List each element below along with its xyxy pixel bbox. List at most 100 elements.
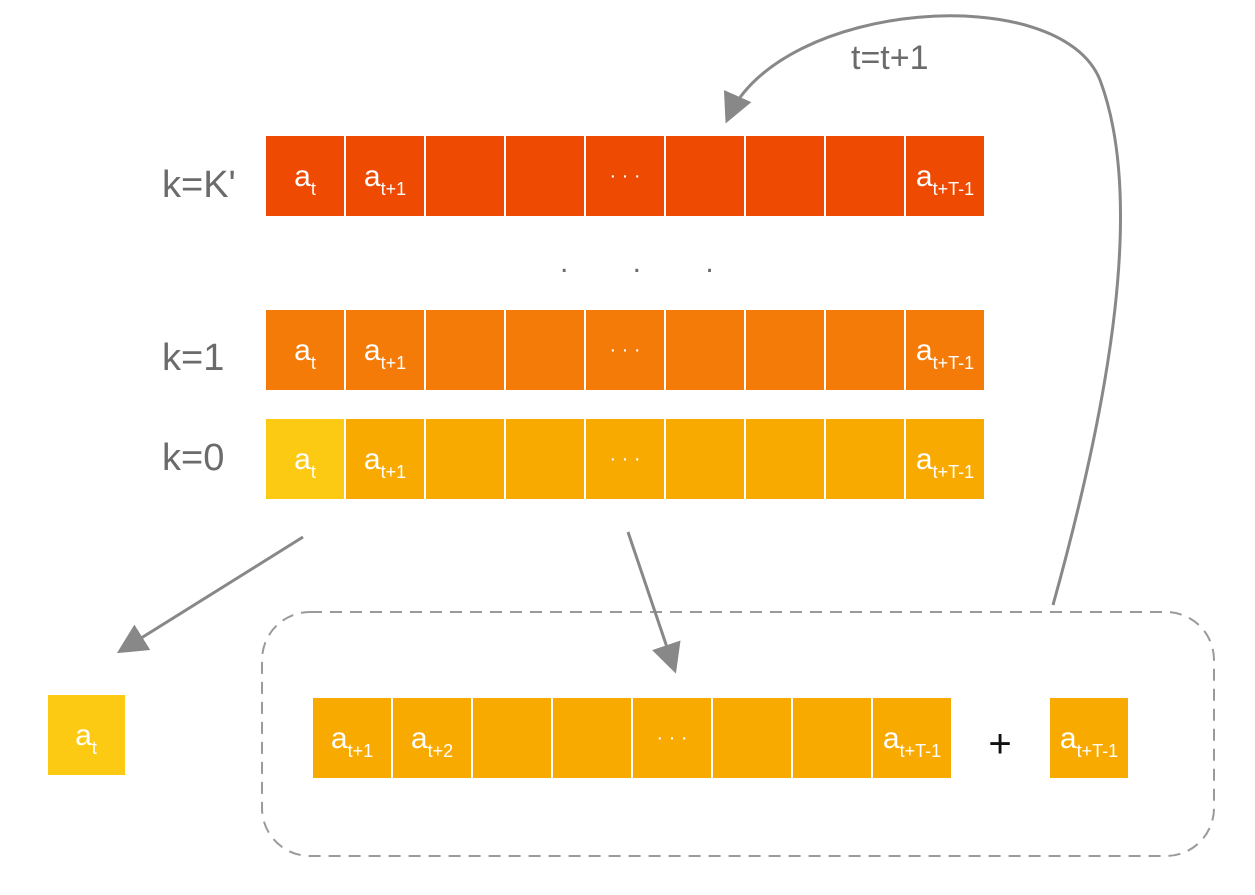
cell-base-text: a bbox=[294, 443, 311, 476]
action-cell bbox=[746, 419, 824, 499]
action-cell bbox=[826, 310, 904, 390]
cell-subscript-text: t+T-1 bbox=[1077, 741, 1119, 761]
executed-action-label: at bbox=[75, 719, 97, 758]
cell-subscript-text: t+T-1 bbox=[933, 179, 975, 199]
action-cell bbox=[746, 136, 824, 216]
cell-label: at+T-1 bbox=[916, 334, 974, 373]
action-cell bbox=[266, 419, 344, 499]
cell-label: at+T-1 bbox=[916, 160, 974, 199]
shifted-cell bbox=[553, 698, 631, 778]
cell-label: at bbox=[294, 160, 316, 199]
action-cell bbox=[346, 136, 424, 216]
cell-subscript-text: t+1 bbox=[381, 462, 407, 482]
loop-label: t=t+1 bbox=[851, 39, 929, 77]
cell-label: at+1 bbox=[364, 334, 406, 373]
cell-label: at+1 bbox=[364, 443, 406, 482]
action-cell bbox=[666, 136, 744, 216]
plus-sign: + bbox=[988, 722, 1011, 766]
cell-label: · · · bbox=[609, 448, 640, 470]
cell-label: at bbox=[294, 443, 316, 482]
cell-label: at+1 bbox=[364, 160, 406, 199]
dashed-group-border bbox=[261, 611, 1215, 857]
cell-base-text: a bbox=[294, 160, 311, 193]
cell-base-text: a bbox=[364, 160, 381, 193]
cell-subscript-text: t bbox=[311, 462, 316, 482]
cell-base-text: a bbox=[331, 722, 348, 755]
action-cell bbox=[666, 310, 744, 390]
arrow-to-shifted-row bbox=[626, 531, 681, 674]
action-cell bbox=[426, 419, 504, 499]
cell-label: · · · bbox=[609, 165, 640, 187]
cell-subscript-text: t+T-1 bbox=[933, 353, 975, 373]
cell-base-text: a bbox=[916, 334, 933, 367]
shifted-cell-label: at+T-1 bbox=[883, 722, 941, 761]
cell-base-text: a bbox=[364, 334, 381, 367]
cell-subscript-text: t+1 bbox=[381, 353, 407, 373]
shifted-layer: at+1 at+2· · · at+T-1 + at+T-1 bbox=[313, 698, 1128, 778]
cell-base-text: a bbox=[1060, 722, 1077, 755]
shifted-cell bbox=[873, 698, 951, 778]
appended-action-cell bbox=[1050, 698, 1128, 778]
action-cell bbox=[506, 310, 584, 390]
action-cell bbox=[906, 419, 984, 499]
shifted-cell bbox=[713, 698, 791, 778]
action-cell bbox=[426, 310, 504, 390]
action-cell bbox=[826, 136, 904, 216]
cell-base-text: a bbox=[883, 722, 900, 755]
action-cell bbox=[586, 310, 664, 390]
output-layer: at bbox=[48, 695, 125, 775]
shifted-cell bbox=[793, 698, 871, 778]
shifted-cell bbox=[633, 698, 711, 778]
action-cell bbox=[666, 419, 744, 499]
cell-subscript-text: t+T-1 bbox=[900, 741, 942, 761]
appended-action-label: at+T-1 bbox=[1060, 722, 1118, 761]
vertical-ellipsis: . . . bbox=[560, 246, 742, 279]
action-cell bbox=[826, 419, 904, 499]
shifted-cell-label: at+2 bbox=[411, 722, 453, 761]
action-cell bbox=[746, 310, 824, 390]
shifted-cell bbox=[393, 698, 471, 778]
cell-subscript-text: t bbox=[311, 179, 316, 199]
row-label: k=1 bbox=[162, 337, 224, 379]
action-cell bbox=[266, 136, 344, 216]
action-cell bbox=[346, 419, 424, 499]
cell-subscript-text: t+1 bbox=[381, 179, 407, 199]
executed-action-cell bbox=[48, 695, 125, 775]
action-cell bbox=[906, 136, 984, 216]
action-cell bbox=[586, 419, 664, 499]
action-row-k0: k=0 at at+1· · · at+T-1 bbox=[162, 419, 984, 499]
loop-arrow bbox=[724, 14, 1122, 606]
action-cell bbox=[346, 310, 424, 390]
cell-label: · · · bbox=[609, 339, 640, 361]
action-cell bbox=[506, 419, 584, 499]
cell-base-text: a bbox=[916, 160, 933, 193]
action-cell bbox=[426, 136, 504, 216]
shifted-cell bbox=[313, 698, 391, 778]
cell-subscript-text: t+T-1 bbox=[933, 462, 975, 482]
cell-subscript-text: t bbox=[311, 353, 316, 373]
shifted-cell-label: at+1 bbox=[331, 722, 373, 761]
rows-layer: k=K' at at+1· · · at+T-1k=1 at at+1· · · at+T-… bbox=[162, 136, 984, 499]
row-label: k=K' bbox=[162, 164, 236, 206]
cell-subscript-text: t+2 bbox=[428, 741, 454, 761]
shifted-cell-label: · · · bbox=[656, 727, 687, 749]
row-label: k=0 bbox=[162, 437, 224, 479]
cell-base-text: a bbox=[294, 334, 311, 367]
cell-subscript-text: t+1 bbox=[348, 741, 374, 761]
arrow-to-output bbox=[116, 535, 304, 654]
cell-base-text: a bbox=[411, 722, 428, 755]
shifted-cell bbox=[473, 698, 551, 778]
action-cell bbox=[586, 136, 664, 216]
cell-base-text: a bbox=[364, 443, 381, 476]
action-row-kk: k=K' at at+1· · · at+T-1 bbox=[162, 136, 984, 216]
action-cell bbox=[266, 310, 344, 390]
cell-label: at+T-1 bbox=[916, 443, 974, 482]
cell-label: at bbox=[294, 334, 316, 373]
action-cell bbox=[906, 310, 984, 390]
cell-base-text: a bbox=[916, 443, 933, 476]
action-cell bbox=[506, 136, 584, 216]
cell-base-text: a bbox=[75, 719, 92, 752]
cell-subscript-text: t bbox=[92, 738, 97, 758]
action-row-k1: k=1 at at+1· · · at+T-1 bbox=[162, 310, 984, 390]
